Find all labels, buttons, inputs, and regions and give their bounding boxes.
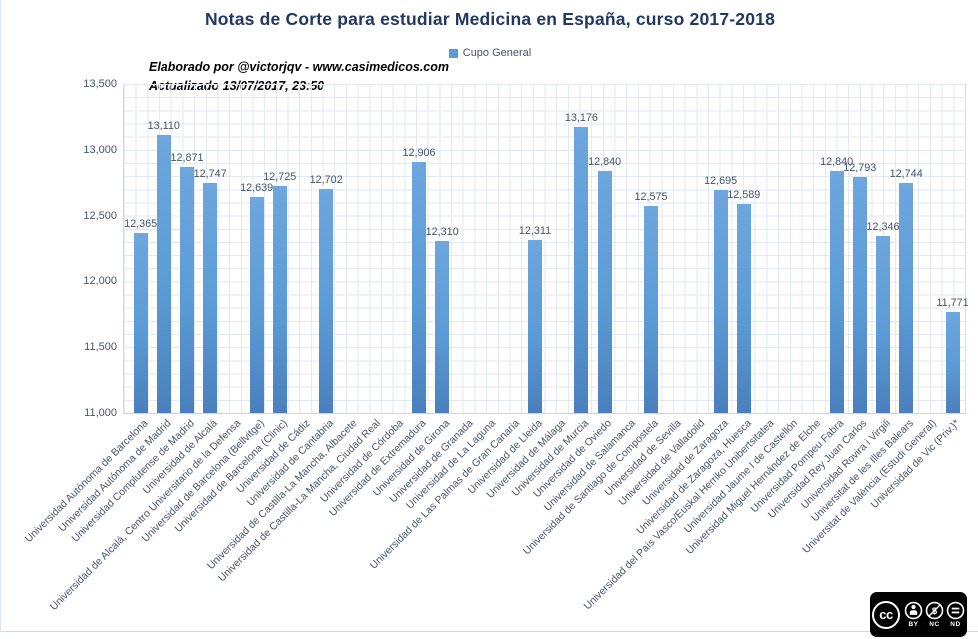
bar-13 [435, 240, 450, 413]
bar-0 [133, 233, 148, 413]
bar-value-label: 12,906 [402, 147, 436, 160]
cc-by-person-icon [904, 601, 923, 620]
cc-license-badge: cc $ BY [870, 592, 967, 637]
bar-value-label: 12,575 [634, 190, 668, 203]
cc-logo-icon: cc [872, 600, 900, 629]
bar-19 [574, 126, 589, 413]
bar-30 [829, 170, 844, 413]
svg-text:$: $ [932, 606, 938, 617]
bar-value-label: 13,176 [564, 111, 598, 124]
bar-value-label: 12,840 [588, 155, 622, 168]
y-axis-tick-label: 11,000 [84, 407, 117, 419]
y-axis-tick-label: 12,000 [83, 275, 117, 288]
bar-32 [876, 235, 890, 413]
bar-value-label: 11,771 [936, 296, 969, 309]
bar-value-label: 12,793 [843, 162, 877, 175]
bar-value-label: 12,365 [124, 218, 158, 231]
cc-nd-label: ND [950, 621, 961, 628]
bar-value-label: 12,871 [170, 151, 204, 164]
bar-6 [272, 185, 287, 413]
bar-8 [319, 189, 334, 413]
legend-swatch-icon [448, 48, 458, 58]
legend: Cupo General [1, 47, 978, 59]
y-axis-tick-label: 11,500 [84, 341, 117, 354]
bar-31 [852, 177, 867, 413]
legend-label: Cupo General [462, 47, 532, 59]
bar-value-label: 12,589 [727, 188, 761, 201]
bar-value-label: 12,310 [425, 225, 459, 238]
bar-20 [597, 170, 612, 413]
bar-2 [180, 166, 194, 413]
bar-1 [156, 135, 171, 413]
bar-3 [203, 183, 218, 413]
annotation-credit: Elaborado por @victorjqv - www.casimedic… [149, 60, 449, 74]
bar-value-label: 12,695 [704, 174, 738, 187]
bar-35 [945, 311, 960, 413]
y-axis-tick-label: 13,500 [83, 78, 117, 90]
bar-5 [249, 197, 264, 413]
cc-by-label: BY [908, 621, 919, 628]
bar-value-label: 12,346 [866, 220, 900, 233]
bar-33 [899, 183, 914, 413]
bar-17 [528, 240, 542, 413]
bar-25 [713, 189, 728, 413]
bar-value-label: 13,110 [147, 120, 180, 133]
y-axis-tick-label: 12,500 [83, 209, 117, 222]
bar-value-label: 12,840 [820, 155, 854, 168]
y-axis-tick-label: 13,000 [83, 143, 117, 156]
cc-nc-label: NC [929, 621, 940, 628]
bar-value-label: 12,311 [518, 225, 552, 238]
chart-title: Notas de Corte para estudiar Medicina en… [204, 9, 776, 29]
bar-value-label: 12,702 [309, 174, 343, 187]
bar-value-label: 12,744 [889, 168, 923, 181]
plot-area [123, 84, 966, 414]
bar-26 [736, 203, 751, 413]
bar-value-label: 12,725 [263, 170, 297, 183]
cc-nc-dollar-slash-icon: $ [925, 601, 944, 620]
bar-12 [412, 162, 426, 413]
bar-value-label: 12,747 [193, 168, 227, 181]
bar-22 [644, 205, 658, 413]
cc-nd-equals-icon [946, 601, 965, 620]
bar-value-label: 12,639 [240, 182, 274, 195]
